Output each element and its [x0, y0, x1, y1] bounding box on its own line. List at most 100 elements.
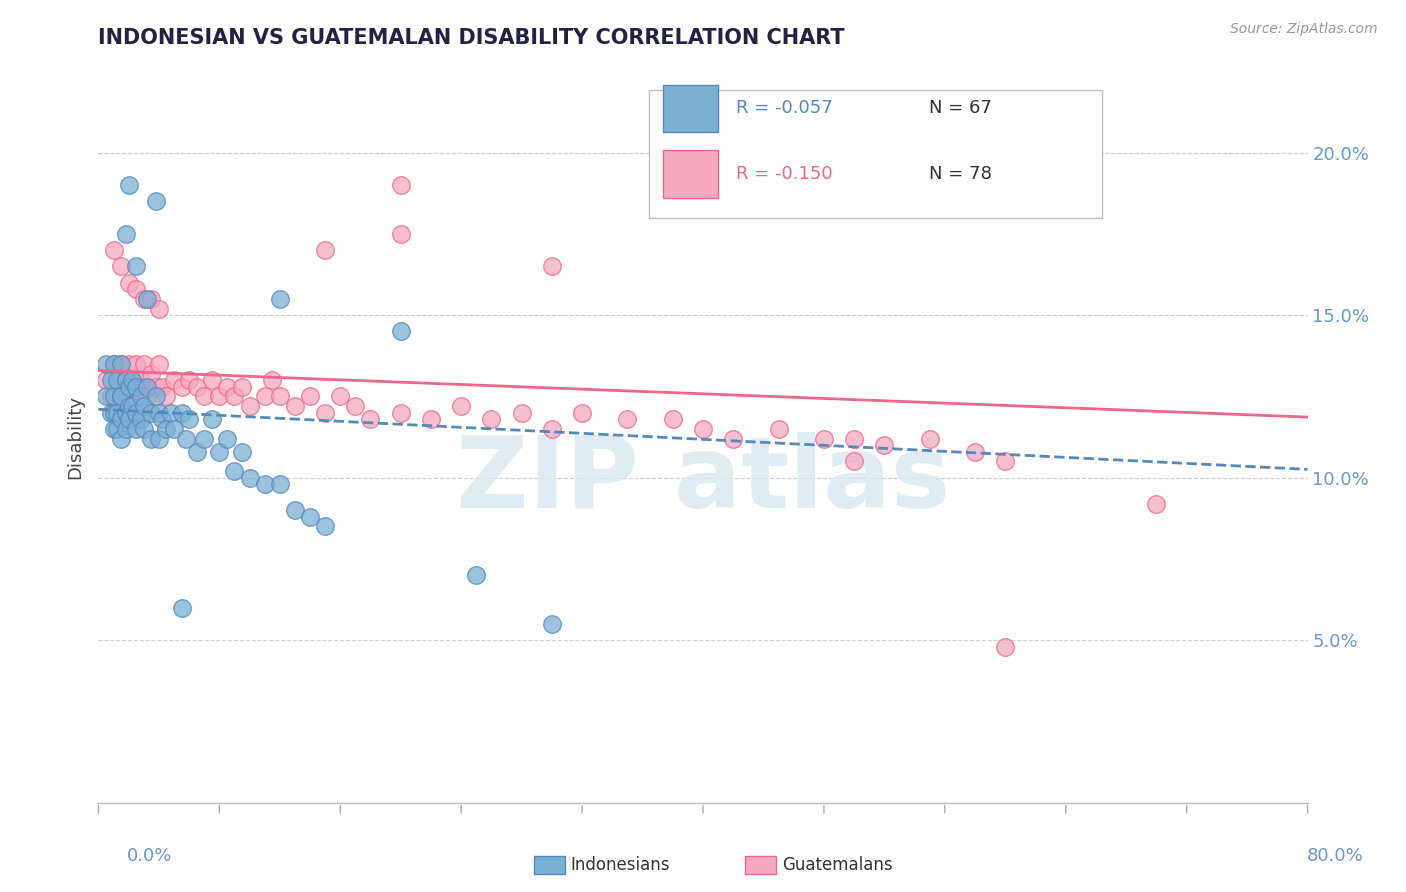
Point [299, 509, 322, 524]
Point [231, 380, 253, 394]
Point [163, 373, 186, 387]
Point [873, 438, 896, 452]
Point [768, 422, 790, 436]
Point [262, 373, 284, 387]
Point [186, 380, 208, 394]
Point [148, 301, 170, 316]
Point [145, 194, 167, 209]
Point [141, 432, 163, 446]
Point [174, 432, 197, 446]
Point [121, 399, 143, 413]
Point [135, 292, 157, 306]
Point [148, 406, 170, 420]
Point [540, 422, 562, 436]
Point [132, 357, 155, 371]
Point [253, 477, 276, 491]
Point [314, 519, 336, 533]
Point [965, 444, 987, 458]
Point [103, 406, 125, 420]
Point [661, 145, 683, 160]
Point [114, 399, 136, 413]
Point [110, 406, 132, 420]
Point [129, 373, 152, 387]
Point [110, 357, 132, 371]
Point [94, 357, 117, 371]
Point [269, 389, 291, 403]
Point [389, 227, 412, 241]
Point [94, 389, 117, 403]
Text: 0.0%: 0.0% [127, 847, 172, 865]
Point [215, 380, 238, 394]
Point [193, 389, 215, 403]
Point [571, 406, 593, 420]
Point [186, 444, 208, 458]
Point [389, 178, 412, 193]
Point [208, 444, 231, 458]
Text: INDONESIAN VS GUATEMALAN DISABILITY CORRELATION CHART: INDONESIAN VS GUATEMALAN DISABILITY CORR… [98, 28, 845, 47]
Point [118, 178, 141, 193]
Point [94, 373, 117, 387]
Point [132, 292, 155, 306]
Point [284, 399, 307, 413]
Point [269, 477, 291, 491]
Point [114, 227, 136, 241]
Point [135, 389, 157, 403]
Point [360, 412, 382, 426]
Point [110, 432, 132, 446]
Point [389, 406, 412, 420]
Point [465, 568, 488, 582]
Point [170, 406, 193, 420]
Text: Indonesians: Indonesians [571, 856, 671, 874]
Point [510, 406, 533, 420]
Point [616, 412, 638, 426]
Point [179, 373, 201, 387]
Point [692, 422, 714, 436]
Point [231, 444, 253, 458]
FancyBboxPatch shape [664, 85, 717, 132]
Point [103, 422, 125, 436]
Point [114, 373, 136, 387]
Point [105, 422, 128, 436]
Point [132, 380, 155, 394]
Text: ZIP atlas: ZIP atlas [456, 433, 950, 530]
Point [994, 640, 1017, 654]
Point [813, 161, 835, 176]
Point [125, 380, 148, 394]
FancyBboxPatch shape [648, 89, 1102, 218]
Point [155, 389, 177, 403]
Point [125, 260, 148, 274]
Point [450, 399, 472, 413]
Point [389, 325, 412, 339]
Point [110, 389, 132, 403]
Point [118, 380, 141, 394]
Text: N = 78: N = 78 [929, 165, 993, 183]
Point [420, 412, 443, 426]
Text: R = -0.057: R = -0.057 [735, 99, 832, 117]
Point [269, 292, 291, 306]
Point [314, 243, 336, 257]
Point [148, 432, 170, 446]
Point [193, 432, 215, 446]
Point [179, 412, 201, 426]
Point [224, 389, 246, 403]
Point [141, 292, 163, 306]
Point [253, 389, 276, 403]
Point [540, 260, 562, 274]
Point [148, 357, 170, 371]
Point [1144, 497, 1167, 511]
Point [918, 432, 941, 446]
Point [100, 373, 122, 387]
Point [105, 373, 128, 387]
Point [132, 422, 155, 436]
Text: N = 67: N = 67 [929, 99, 993, 117]
Point [114, 422, 136, 436]
Point [344, 399, 367, 413]
Text: R = -0.150: R = -0.150 [735, 165, 832, 183]
Point [150, 412, 173, 426]
Point [103, 389, 125, 403]
Point [118, 276, 141, 290]
Point [118, 357, 141, 371]
Point [103, 357, 125, 371]
Point [141, 406, 163, 420]
Point [118, 389, 141, 403]
